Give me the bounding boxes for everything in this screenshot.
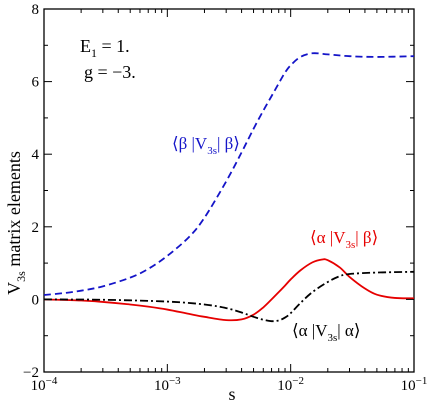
y-tick-label: 0 [32, 292, 40, 308]
y-tick-label: 2 [32, 220, 40, 236]
annotation-e1-sub: 1 [91, 46, 97, 60]
curve-label-beta-beta-pre: ⟨β |V [172, 134, 208, 153]
annotation-e1: E1 = 1. [80, 36, 130, 60]
curve-label-beta-beta-post: | β⟩ [217, 134, 240, 153]
curve-label-alpha-alpha: ⟨α |V3s| α⟩ [292, 321, 360, 344]
curve-label-alpha-alpha-pre: ⟨α |V [292, 321, 328, 340]
curve-label-alpha-alpha-post: | α⟩ [337, 321, 360, 340]
x-tick-label: 10−4 [31, 375, 58, 394]
curve-label-alpha-beta-pre: ⟨α |V [310, 228, 346, 247]
series-alpha-beta-line [43, 258, 415, 322]
annotation-e1-main: E [80, 36, 91, 56]
series-alpha-alpha-line [43, 270, 415, 323]
annotation-g-main: g = −3. [84, 62, 136, 82]
annotation-g: g = −3. [84, 62, 136, 82]
x-tick-label: 10−3 [154, 375, 181, 394]
series-beta-beta-line [43, 52, 415, 296]
curve-label-alpha-beta-post: | β⟩ [355, 228, 378, 247]
curve-label-alpha-beta: ⟨α |V3s| β⟩ [310, 228, 378, 251]
x-tick-label: 10−1 [401, 375, 428, 394]
y-axis-label-rest: matrix elements [4, 151, 24, 271]
y-tick-label: 4 [32, 147, 40, 163]
y-axis-label-main: V [4, 282, 24, 295]
y-axis-label-sub: 3s [14, 271, 28, 282]
curve-label-beta-beta: ⟨β |V3s| β⟩ [172, 134, 240, 157]
annotation-e1-rest: = 1. [97, 36, 130, 56]
y-tick-label: 8 [32, 2, 40, 18]
curve-label-alpha-alpha-sub: 3s [327, 332, 337, 344]
x-tick-label: 10−2 [277, 375, 304, 394]
curve-label-alpha-beta-sub: 3s [345, 239, 355, 251]
y-tick-label: 6 [32, 75, 40, 91]
x-axis-label: s [228, 384, 235, 404]
y-axis-label: V3s matrix elements [4, 151, 28, 295]
y-tick-label: −2 [23, 365, 39, 381]
curve-label-beta-beta-sub: 3s [207, 145, 217, 157]
